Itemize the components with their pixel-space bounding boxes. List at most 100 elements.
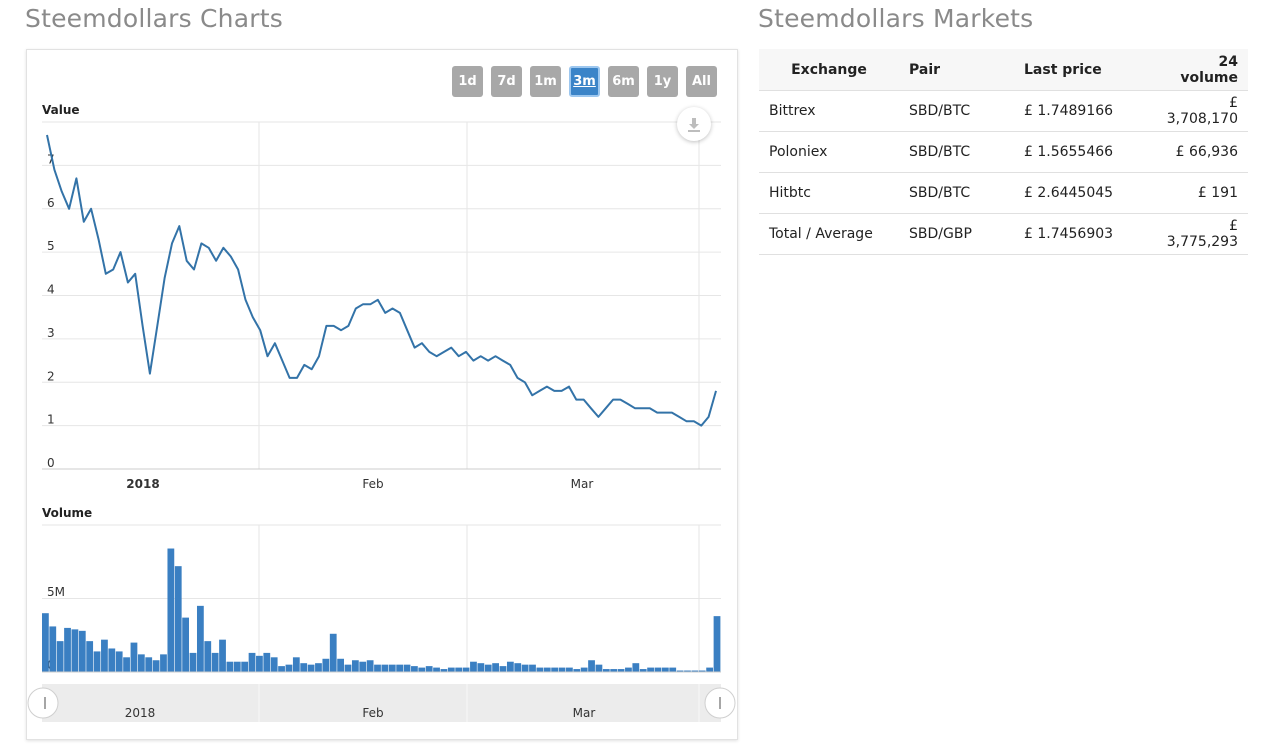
volume-bar (588, 660, 595, 672)
last-price-cell: £ 1.7489166 (1014, 90, 1154, 132)
volume-bar (514, 663, 522, 672)
volume-bar (551, 667, 559, 672)
last-price-cell: £ 2.6445045 (1014, 172, 1154, 214)
volume-bar (632, 663, 640, 672)
value-series-line (46, 134, 717, 427)
volume-bar (86, 641, 94, 672)
volume-bar (78, 630, 86, 672)
volume-bar (329, 633, 337, 672)
volume-bar (566, 667, 573, 672)
navigator-left-handle[interactable] (27, 687, 59, 719)
volume-bar (669, 667, 677, 672)
volume-bar (477, 663, 485, 672)
volume-bar (189, 652, 197, 672)
volume-bar (108, 648, 116, 672)
volume-bar (396, 664, 404, 672)
volume-bar (676, 670, 684, 672)
volume-bar (543, 667, 551, 672)
volume-bar (661, 667, 669, 672)
volume-bar (130, 642, 138, 672)
download-icon (688, 118, 700, 132)
volume-axis-title: Volume (42, 506, 92, 520)
volume-bar (388, 664, 396, 672)
volume-bar (529, 664, 536, 672)
volume-bar (698, 670, 706, 672)
range-button-1m[interactable]: 1m (530, 66, 561, 97)
exchange-link-poloniex[interactable]: Poloniex (759, 131, 899, 173)
volume-bar (167, 548, 175, 672)
volume-bar (241, 661, 249, 672)
volume-bar (625, 667, 632, 672)
volume-bar (64, 627, 71, 672)
navigator-x-tick-label: Feb (362, 706, 383, 720)
value-y-tick-label: 6 (47, 196, 55, 210)
volume-bar (71, 629, 79, 672)
volume-cell: £ 191 (1154, 172, 1248, 214)
value-axis-title: Value (42, 103, 80, 117)
volume-bar (536, 667, 544, 672)
range-selector: 1d 7d 1m 3m 6m 1y All (452, 66, 717, 97)
exchange-link-bittrex[interactable]: Bittrex (759, 90, 899, 132)
last-price-cell: £ 1.5655466 (1014, 131, 1154, 173)
exchange-link-hitbtc[interactable]: Hitbtc (759, 172, 899, 214)
range-button-6m[interactable]: 6m (608, 66, 639, 97)
volume-bar (285, 664, 293, 672)
volume-cell: £ 66,936 (1154, 131, 1248, 173)
value-x-tick-label: Feb (362, 477, 383, 491)
range-button-1y[interactable]: 1y (647, 66, 678, 97)
volume-bar (617, 669, 625, 672)
range-button-7d[interactable]: 7d (491, 66, 522, 97)
volume-bar (145, 657, 153, 672)
volume-bar (300, 663, 308, 672)
volume-bar (49, 626, 57, 672)
volume-bar (558, 667, 566, 672)
volume-bar (411, 666, 418, 672)
volume-bar (425, 666, 433, 672)
volume-bar (248, 652, 256, 672)
value-y-tick-label: 3 (47, 326, 55, 340)
header-pair: Pair (899, 49, 1014, 91)
download-button[interactable] (677, 107, 711, 141)
volume-bar (521, 664, 529, 672)
volume-bar (470, 661, 477, 672)
volume-bar (706, 667, 714, 672)
volume-bar (278, 666, 285, 672)
value-y-tick-label: 4 (47, 283, 55, 297)
volume-bar (403, 664, 411, 672)
volume-bar (211, 652, 219, 672)
volume-bar (115, 651, 123, 672)
navigator-track (42, 684, 721, 722)
volume-bar (499, 666, 507, 672)
volume-bar (418, 667, 426, 672)
volume-bar (506, 661, 514, 672)
volume-bar (42, 613, 49, 672)
total-pair: SBD/GBP (899, 213, 1014, 255)
value-y-tick-label: 5 (47, 239, 55, 253)
markets-table: Exchange Pair Last price 24 volume Bittr… (759, 49, 1248, 255)
value-y-tick-label: 1 (47, 413, 55, 427)
table-row: Poloniex SBD/BTC £ 1.5655466 £ 66,936 (759, 131, 1248, 173)
volume-bar (595, 664, 603, 672)
volume-bar (337, 658, 344, 672)
volume-bar (447, 667, 455, 672)
volume-bar (174, 566, 182, 672)
volume-bar (263, 652, 271, 672)
volume-bar (204, 641, 212, 672)
volume-bar (137, 654, 145, 672)
table-row: Bittrex SBD/BTC £ 1.7489166 £ 3,708,170 (759, 90, 1248, 132)
volume-bar (484, 664, 492, 672)
range-button-all[interactable]: All (686, 66, 717, 97)
range-button-3m[interactable]: 3m (569, 66, 600, 97)
volume-bar (93, 651, 101, 672)
total-label: Total / Average (759, 213, 899, 255)
volume-bar (152, 660, 160, 672)
range-button-1d[interactable]: 1d (452, 66, 483, 97)
volume-bar (160, 654, 167, 672)
pair-cell: SBD/BTC (899, 131, 1014, 173)
volume-y-tick-label: 5M (47, 585, 65, 599)
volume-bar (455, 667, 463, 672)
volume-bar (322, 658, 330, 672)
volume-bar (315, 663, 322, 672)
volume-bar (647, 667, 654, 672)
volume-bar (610, 669, 618, 672)
